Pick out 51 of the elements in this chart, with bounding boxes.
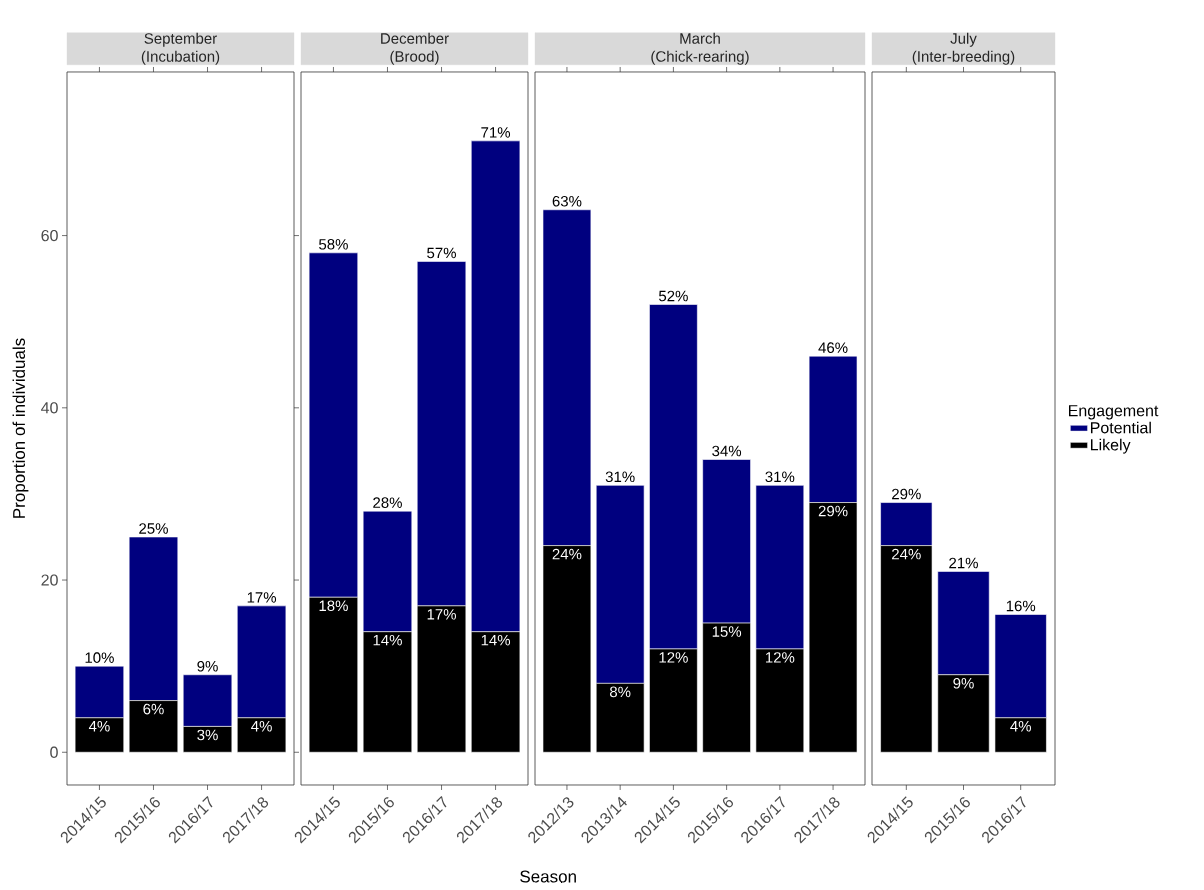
data-label: 4% bbox=[1010, 721, 1031, 732]
total-label: 52% bbox=[658, 290, 688, 302]
total-label: 10% bbox=[85, 652, 114, 663]
total-label: 31% bbox=[765, 471, 795, 483]
total-label: 21% bbox=[949, 557, 978, 569]
total-label: 9% bbox=[197, 660, 218, 672]
chart-subtitle: (Chick-rearing) bbox=[651, 50, 749, 65]
data-label: 4% bbox=[88, 721, 110, 732]
data-label: 18% bbox=[319, 600, 348, 612]
total-label: 46% bbox=[818, 342, 848, 353]
legend-label: Likely bbox=[1091, 438, 1131, 454]
chart-subtitle: (Inter-breeding) bbox=[912, 50, 1015, 65]
data-label: 14% bbox=[481, 634, 511, 646]
chart-subtitle: (Incubation) bbox=[141, 50, 220, 65]
total-label: 29% bbox=[892, 488, 921, 500]
data-label: 9% bbox=[953, 677, 974, 689]
total-label: 34% bbox=[712, 445, 742, 457]
data-label: 3% bbox=[197, 729, 218, 741]
total-label: 58% bbox=[319, 238, 348, 250]
data-label: 4% bbox=[251, 721, 272, 732]
total-label: 17% bbox=[247, 592, 277, 603]
chart-title: July bbox=[950, 32, 977, 47]
x-axis-title: Season bbox=[520, 870, 576, 883]
total-label: 28% bbox=[373, 497, 402, 508]
chart-title: March bbox=[680, 32, 720, 44]
data-label: 15% bbox=[712, 626, 742, 637]
data-label: 12% bbox=[765, 652, 795, 663]
total-label: 71% bbox=[481, 127, 511, 138]
data-label: 24% bbox=[552, 548, 582, 560]
data-label: 14% bbox=[373, 634, 402, 646]
chart-subtitle: (Brood) bbox=[390, 50, 439, 65]
data-label: 17% bbox=[427, 609, 456, 620]
data-label: 6% bbox=[143, 703, 164, 715]
total-label: 31% bbox=[605, 471, 635, 483]
total-label: 16% bbox=[1006, 600, 1036, 612]
y-tick-label: 0 bbox=[50, 746, 58, 758]
chart-title: September bbox=[144, 32, 217, 47]
total-label: 57% bbox=[427, 247, 456, 259]
data-label: 29% bbox=[818, 505, 848, 517]
data-label: 8% bbox=[609, 686, 631, 698]
chart-title: December bbox=[381, 32, 449, 44]
data-label: 24% bbox=[892, 548, 921, 560]
y-axis-title: Proportion of individuals bbox=[12, 338, 29, 518]
data-label: 12% bbox=[659, 652, 688, 663]
total-label: 25% bbox=[139, 523, 168, 534]
y-tick-label: 40 bbox=[41, 402, 58, 414]
total-label: 63% bbox=[552, 195, 582, 207]
legend-label: Potential bbox=[1091, 421, 1151, 434]
legend-title: Engagement bbox=[1069, 405, 1159, 420]
y-tick-label: 60 bbox=[41, 229, 58, 242]
y-tick-label: 20 bbox=[41, 574, 58, 586]
